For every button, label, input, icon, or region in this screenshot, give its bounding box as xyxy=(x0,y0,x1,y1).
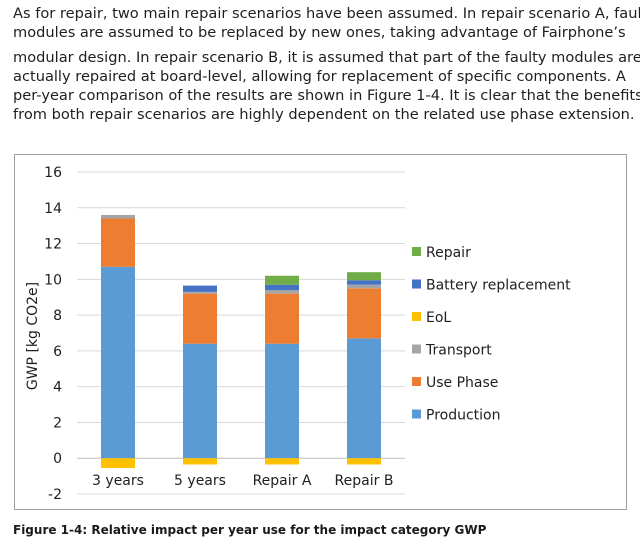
paragraph-line: per-year comparison of the results are s… xyxy=(13,87,640,104)
y-tick-label: 0 xyxy=(53,451,62,467)
bar-segment-production xyxy=(265,343,299,459)
bar-segment-transport xyxy=(265,290,299,294)
x-tick-label: 5 years xyxy=(174,473,226,489)
y-tick-label: 16 xyxy=(44,165,62,181)
legend-label: Battery replacement xyxy=(426,278,571,294)
bar-segment-repair xyxy=(347,272,381,281)
x-tick-label: Repair A xyxy=(253,473,312,489)
bar-segment-battery-replacement xyxy=(183,285,217,292)
y-tick-label: 6 xyxy=(53,344,62,360)
legend-label: Transport xyxy=(425,343,492,359)
legend-swatch xyxy=(412,279,421,289)
paragraph-line: actually repaired at board-level, allowi… xyxy=(13,68,626,85)
y-tick-label: 2 xyxy=(53,415,62,431)
bar-segment-use-phase xyxy=(101,218,135,267)
y-tick-label: -2 xyxy=(48,487,62,503)
paragraph-line: As for repair, two main repair scenarios… xyxy=(13,5,640,22)
legend-swatch xyxy=(412,247,421,256)
bar-segment-battery-replacement xyxy=(265,284,299,291)
bar-segment-transport xyxy=(347,284,381,289)
legend-swatch xyxy=(412,344,421,354)
legend-swatch xyxy=(412,312,421,321)
bar-segment-transport xyxy=(183,291,217,294)
bar-segment-use-phase xyxy=(265,293,299,344)
bar-segment-eol xyxy=(347,458,381,465)
y-tick-label: 8 xyxy=(53,308,62,324)
legend-swatch xyxy=(412,377,421,386)
gwp-stacked-bar-chart: GWP [kg CO2e] 16 14 12 10 8 6 4 2 0 -2 3 years 5 ye… xyxy=(25,165,571,503)
bar-segment-eol xyxy=(101,458,135,469)
bar-segment-use-phase xyxy=(183,293,217,344)
legend-label: Use Phase xyxy=(426,375,498,391)
legend-label: Repair xyxy=(426,245,471,261)
y-tick-label: 4 xyxy=(53,380,62,396)
bar-segment-eol xyxy=(183,458,217,465)
body-paragraph: As for repair, two main repair scenarios… xyxy=(13,4,640,124)
y-tick-label: 10 xyxy=(44,272,62,288)
legend-swatch xyxy=(412,409,421,419)
bar-segment-use-phase xyxy=(347,288,381,339)
bar-segment-production xyxy=(347,338,381,459)
legend-label: EoL xyxy=(426,310,451,326)
bar-segment-eol xyxy=(265,458,299,465)
bar-segment-repair xyxy=(265,275,299,285)
chart-frame: GWP [kg CO2e] 16 14 12 10 8 6 4 2 0 -2 3 years 5 ye… xyxy=(14,154,627,510)
y-tick-label: 14 xyxy=(44,201,62,217)
x-tick-label: Repair B xyxy=(335,473,394,489)
paragraph-line: modular design. In repair scenario B, it… xyxy=(13,49,640,66)
bar-segment-production xyxy=(101,266,135,459)
x-tick-label: 3 years xyxy=(92,473,144,489)
figure-caption: Figure 1-4: Relative impact per year use… xyxy=(13,523,487,537)
paragraph-line: from both repair scenarios are highly de… xyxy=(13,106,635,123)
y-axis-label: GWP [kg CO2e] xyxy=(25,282,41,390)
paragraph-line: modules are assumed to be replaced by ne… xyxy=(13,24,626,41)
bar-segment-battery-replacement xyxy=(347,280,381,285)
bar-segment-production xyxy=(183,343,217,459)
legend-label: Production xyxy=(426,408,500,424)
y-tick-label: 12 xyxy=(44,237,62,253)
bar-segment-transport xyxy=(101,214,135,219)
